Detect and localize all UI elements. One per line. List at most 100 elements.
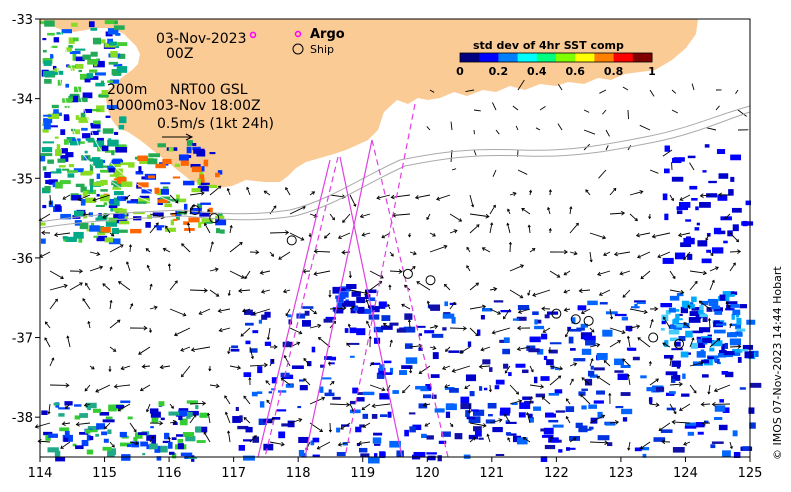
sst-cell (88, 212, 94, 217)
current-vector-head (662, 342, 667, 347)
current-vector-head (48, 202, 53, 206)
sst-cell (718, 173, 729, 179)
current-vector (522, 437, 531, 443)
sst-cell (483, 387, 488, 391)
sst-cell (732, 309, 741, 316)
current-vector-head (263, 190, 268, 195)
current-vector-head (711, 279, 715, 283)
current-vector-head (361, 232, 366, 237)
sst-cell (695, 206, 699, 211)
current-vector-head (478, 364, 483, 369)
sst-cell (478, 437, 484, 440)
current-vector-head (313, 213, 318, 218)
current-vector-head (518, 399, 523, 404)
current-vector-head (64, 405, 69, 410)
sst-cell (430, 304, 441, 311)
sst-cell (699, 201, 711, 208)
current-vector (77, 194, 91, 201)
current-vector (469, 422, 487, 427)
current-vector (67, 336, 71, 348)
sst-cell (118, 229, 128, 233)
sst-cell (70, 128, 76, 132)
sst-cell (671, 176, 684, 182)
sst-cell (744, 351, 754, 359)
current-vector (372, 403, 391, 407)
current-vector (640, 270, 651, 279)
current-vector (35, 422, 51, 428)
current-vector (409, 345, 422, 348)
sst-cell (72, 443, 77, 447)
current-vector (605, 145, 609, 151)
current-vector (209, 185, 222, 196)
sst-cell (62, 98, 73, 103)
current-vector-head (418, 370, 423, 374)
sst-cell (72, 37, 79, 42)
sst-cell (588, 426, 594, 430)
current-vector (209, 241, 214, 253)
sst-cell (380, 395, 387, 398)
colorbar-segment (594, 53, 615, 62)
current-vector-head (480, 347, 485, 352)
sst-cell (238, 444, 245, 451)
current-vector (580, 394, 591, 405)
sst-cell (729, 354, 733, 357)
sst-cell (107, 429, 112, 434)
sst-cell (480, 314, 485, 320)
current-vector-head (658, 427, 663, 431)
current-vector-head (240, 333, 244, 337)
sst-cell (597, 435, 610, 441)
current-vector (346, 342, 351, 348)
current-vector-head (328, 429, 332, 433)
sst-cell (258, 319, 263, 324)
sst-cell (87, 58, 99, 65)
sst-cell (90, 27, 98, 31)
current-vector-head (125, 261, 130, 265)
current-vector-head (253, 435, 257, 439)
current-vector (278, 251, 291, 260)
y-tick-label: -35 (12, 172, 33, 187)
sst-cell (135, 171, 144, 175)
current-vector (48, 403, 51, 414)
current-vector-head (162, 247, 167, 252)
current-vector-head (710, 252, 714, 257)
credit-text: © IMOS 07-Nov-2023 14:44 Hobart (771, 266, 784, 460)
current-vector-head (218, 327, 223, 333)
sst-cell (65, 83, 70, 88)
sst-cell (716, 361, 721, 365)
sst-cell (86, 449, 94, 455)
sst-cell (364, 294, 371, 300)
y-tick-label: -33 (12, 13, 33, 28)
sst-cell (44, 171, 51, 178)
current-vector (627, 374, 631, 386)
sst-cell (177, 198, 187, 203)
current-vector-head (401, 303, 405, 308)
current-vector-head (735, 238, 740, 243)
sst-cell (136, 201, 147, 204)
sst-cell (83, 108, 93, 113)
current-vector-head (643, 309, 648, 315)
sst-cell (663, 354, 674, 359)
current-vector-head (368, 335, 372, 339)
current-vector-head (63, 283, 68, 289)
sst-cell (699, 313, 708, 318)
current-vector (49, 298, 58, 310)
current-vector-head (160, 214, 165, 220)
current-vector (569, 223, 579, 234)
current-vector (204, 223, 211, 234)
current-vector (597, 270, 611, 276)
sst-cell (101, 90, 109, 97)
sst-cell (237, 425, 249, 430)
current-vector-head (443, 244, 448, 249)
current-vector-head (266, 337, 270, 341)
current-vector-head (504, 370, 508, 374)
sst-cell (660, 303, 673, 308)
sst-cell (100, 189, 108, 192)
sst-cell (177, 410, 188, 416)
sst-cell (672, 447, 685, 453)
sst-cell (88, 429, 98, 433)
current-vector-head (458, 218, 463, 222)
sst-cell (195, 405, 199, 410)
current-vector (566, 416, 571, 424)
sst-cell (60, 129, 66, 135)
current-vector-head (412, 266, 416, 270)
